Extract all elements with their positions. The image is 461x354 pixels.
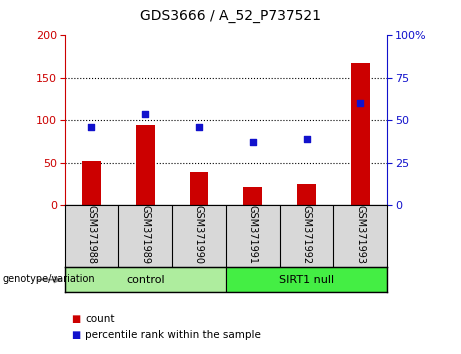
Text: ■: ■ — [71, 330, 81, 339]
Text: GSM371992: GSM371992 — [301, 205, 312, 264]
Point — [357, 101, 364, 106]
Text: percentile rank within the sample: percentile rank within the sample — [85, 330, 261, 339]
Text: GDS3666 / A_52_P737521: GDS3666 / A_52_P737521 — [140, 9, 321, 23]
Text: GSM371991: GSM371991 — [248, 205, 258, 264]
Point — [142, 111, 149, 116]
Text: GSM371988: GSM371988 — [86, 205, 96, 264]
Bar — [226, 267, 387, 292]
Text: GSM371993: GSM371993 — [355, 205, 366, 264]
Text: genotype/variation: genotype/variation — [2, 274, 95, 284]
Text: GSM371989: GSM371989 — [140, 205, 150, 264]
Bar — [351, 63, 370, 205]
Bar — [189, 172, 208, 205]
Bar — [297, 184, 316, 205]
Text: count: count — [85, 314, 115, 324]
Bar — [82, 161, 101, 205]
Bar — [136, 125, 154, 205]
Point — [249, 139, 256, 145]
Bar — [65, 267, 226, 292]
Bar — [243, 187, 262, 205]
Point — [195, 124, 203, 130]
Point — [303, 136, 310, 142]
Text: control: control — [126, 275, 165, 285]
Point — [88, 124, 95, 130]
Text: SIRT1 null: SIRT1 null — [279, 275, 334, 285]
Text: ■: ■ — [71, 314, 81, 324]
Text: GSM371990: GSM371990 — [194, 205, 204, 264]
